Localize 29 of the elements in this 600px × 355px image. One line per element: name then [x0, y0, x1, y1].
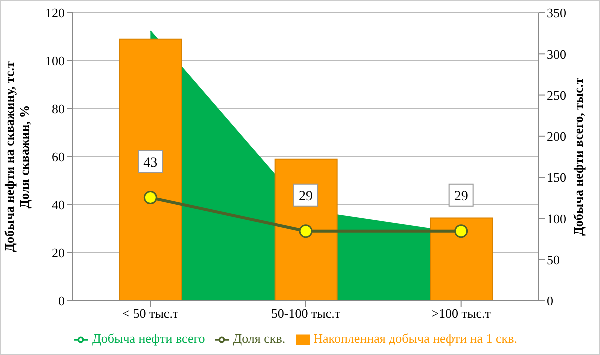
y-axis-title: Добыча нефти на скважину, тс.т Доля скважин, %	[2, 60, 32, 252]
y2-tick-label: 250	[547, 88, 566, 103]
y2-tick-label: 350	[547, 6, 566, 21]
y2-tick-label: 0	[547, 294, 554, 309]
y-tick-label: 60	[52, 150, 65, 165]
x-tick-label: 50-100 тыс.т	[271, 306, 341, 322]
y2-tick-label: 100	[547, 211, 566, 226]
bar	[274, 158, 338, 301]
y-tick-label: 40	[52, 198, 65, 213]
y-tick-label: 20	[52, 246, 65, 261]
data-label: 29	[454, 189, 468, 204]
y2-tick-label: 300	[547, 46, 566, 62]
legend-label: Добыча нефти всего	[92, 330, 206, 346]
bar	[120, 38, 182, 301]
y2-tick-label: 50	[547, 252, 560, 268]
legend-label: Накопленная добыча нефти на 1 скв.	[314, 330, 518, 346]
x-tick-label: < 50 тыс.т	[122, 306, 179, 322]
y-tick-label: 100	[46, 54, 65, 69]
y2-tick-label: 150	[547, 170, 566, 186]
x-tick-label: >100 тыс.т	[432, 306, 492, 322]
y-tick-label: 120	[46, 6, 65, 21]
data-label: 29	[299, 189, 313, 204]
y2-tick-label: 200	[547, 129, 566, 144]
y-tick-label: 0	[58, 294, 65, 309]
bar	[430, 218, 494, 301]
data-label: 43	[144, 156, 158, 171]
y2-axis-title: Добыча нефти всего, тыс.т	[571, 77, 586, 236]
y-tick-label: 80	[52, 102, 65, 117]
legend-label: Доля скв.	[233, 330, 286, 346]
